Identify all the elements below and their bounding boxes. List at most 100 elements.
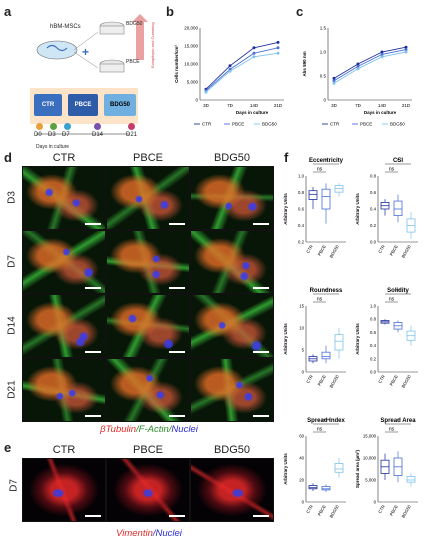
box [334, 334, 344, 351]
x-tick-label: 7D [355, 103, 362, 108]
x-tick-label: CTR [305, 244, 314, 254]
micrograph-tile [106, 166, 190, 230]
plot-title: Spread Area [380, 418, 416, 424]
data-point [356, 62, 360, 66]
series-line [333, 51, 407, 84]
scale-bar [169, 351, 185, 353]
x-tick-label: BDG50 [328, 243, 340, 258]
data-point [276, 51, 280, 55]
data-point [276, 40, 280, 44]
box [406, 476, 416, 483]
timeline-dot [36, 123, 43, 130]
vimentin-tile [106, 458, 190, 522]
plot-title: Solidity [387, 288, 409, 294]
col-header-pbce: PBCE [133, 152, 163, 164]
series-line [205, 41, 279, 90]
x-tick-label: 14D [250, 103, 259, 108]
scale-bar [85, 515, 101, 517]
micrograph-tile [106, 294, 190, 358]
micrograph-tile [22, 230, 106, 294]
scale-bar [253, 351, 269, 353]
y-tick-label: 1.0 [370, 304, 377, 309]
scale-bar [85, 287, 101, 289]
data-point [404, 48, 408, 52]
timeline-label: D14 [92, 132, 104, 138]
data-point [356, 64, 360, 68]
legend-label: CTR [330, 122, 340, 127]
y-tick-label: 10,000 [363, 456, 377, 461]
y-tick-label: 0.2 [370, 223, 377, 228]
y-tick-label: 0 [195, 98, 198, 103]
micro-caption-d: βTubulin/F-Actin/Nuclei [22, 424, 276, 435]
sig-label: ns [317, 427, 323, 433]
box-plot: CSI 0.0 0.2 0.4 0.6 0.8 Arbitrary Units CTR PBCE… [355, 158, 418, 259]
panel-c-label: c [296, 4, 304, 19]
x-tick-label: 7D [227, 103, 234, 108]
legend-label: BDG50 [390, 122, 405, 127]
y-tick-label: 5,000 [187, 80, 199, 85]
timeline-caption: Days in culture [36, 144, 70, 150]
x-tick-label: CTR [377, 374, 386, 384]
x-tick-label: PBCE [317, 244, 327, 257]
pbce-label: PBCE [126, 59, 140, 65]
morphometry-plots: Eccentricity 0.2 0.4 0.6 0.8 1.0 Arbitrary Uni… [280, 150, 424, 550]
data-point [332, 81, 336, 85]
y-tick-label: 0.5 [320, 74, 327, 79]
data-point [404, 45, 408, 49]
plot-title: Roundness [310, 288, 343, 294]
y-tick-label: 0 [302, 500, 305, 505]
svg-text:+: + [82, 45, 89, 59]
data-point [252, 55, 256, 59]
x-tick-label: 14D [378, 103, 387, 108]
box-plot: Spread Index 0 20 40 60 Arbitrary Units CTR PBC… [283, 418, 346, 519]
scale-bar [253, 515, 269, 517]
data-point [404, 50, 408, 54]
condition-pbce: PBCE [68, 94, 98, 116]
scale-bar [85, 415, 101, 417]
x-tick-label: PBCE [389, 504, 399, 517]
data-point [228, 69, 232, 73]
y-tick-label: 15,000 [363, 434, 377, 439]
scale-bar [169, 223, 185, 225]
y-tick-label: 60 [299, 434, 304, 439]
scale-bar [169, 287, 185, 289]
micrograph-tile [22, 294, 106, 358]
box [321, 188, 331, 210]
series-line [205, 52, 279, 93]
x-tick-label: 21D [274, 103, 283, 108]
micrograph-tile [22, 166, 106, 230]
y-tick-label: 1.0 [320, 50, 327, 55]
data-point [356, 67, 360, 71]
y-tick-label: 0.4 [298, 223, 305, 228]
e-row-label: D7 [8, 479, 20, 492]
x-tick-label: PBCE [317, 504, 327, 517]
y-tick-label: 20,000 [184, 26, 198, 31]
y-tick-label: 0.4 [370, 343, 377, 348]
timeline-dot [128, 123, 135, 130]
timeline-label: D3 [48, 132, 56, 138]
legend-label: BDG50 [262, 122, 277, 127]
panel-d-label: d [4, 150, 12, 165]
series-line [205, 47, 279, 91]
box [393, 200, 403, 217]
row-label: D3 [6, 191, 18, 204]
vimentin-tile [190, 458, 274, 522]
x-tick-label: 21D [402, 103, 411, 108]
caption-actin: /F-Actin/ [136, 424, 172, 435]
sig-label: ns [389, 297, 395, 303]
panel-e-label: e [4, 440, 12, 455]
data-point [276, 46, 280, 50]
y-axis-label: Arbitrary Units [283, 193, 288, 225]
y-tick-label: 10,000 [184, 62, 198, 67]
data-point [228, 64, 232, 68]
y-tick-label: 0.0 [370, 370, 377, 375]
caption-e-nuclei: /Nuclei [152, 528, 182, 539]
x-tick-label: BDG50 [400, 373, 412, 388]
sig-label: * [397, 419, 399, 425]
panel-a-label: a [4, 4, 12, 19]
y-axis-label: Spread area (µm²) [355, 449, 360, 488]
scale-bar [253, 287, 269, 289]
schematic-graphic: + [30, 14, 148, 135]
x-tick-label: CTR [305, 504, 314, 514]
gradient-label: Ectopitopic and Cumming [150, 22, 155, 68]
